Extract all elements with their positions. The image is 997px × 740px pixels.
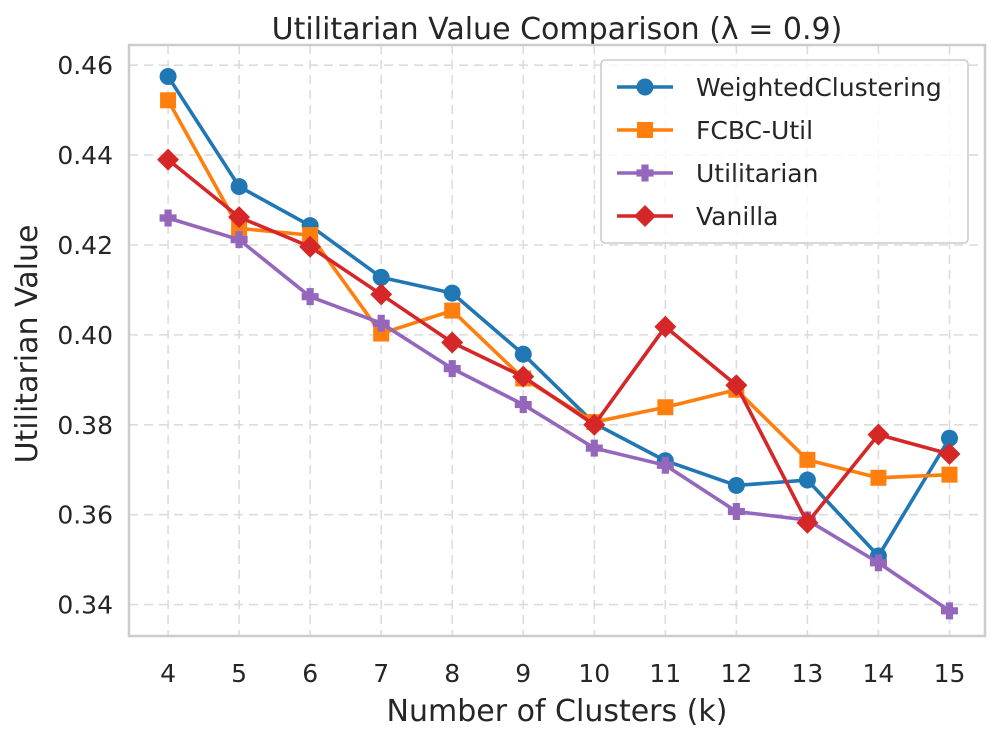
data-point-vanilla [725,374,748,397]
x-tick-label: 5 [231,659,247,688]
x-tick-label: 12 [720,659,752,688]
data-point-weightedclustering [443,284,461,302]
data-point-utilitarian [443,360,461,378]
data-point-weightedclustering [798,471,816,489]
legend-label: Utilitarian [696,159,818,188]
data-point-vanilla [583,413,606,436]
series [157,67,961,620]
legend-marker [636,78,654,96]
legend-marker [634,205,656,227]
legend-label: WeightedClustering [696,73,942,102]
series-utilitarian [159,209,958,620]
plot-area [127,43,987,638]
data-point-weightedclustering [159,67,177,85]
y-tick-label: 0.46 [57,51,113,80]
data-point-fcbc-util [941,466,958,483]
legend-marker [637,122,653,138]
y-axis-label: Utilitarian Value [10,225,45,464]
data-point-utilitarian [514,396,532,414]
data-point-vanilla [796,511,819,534]
series-vanilla [157,148,961,534]
legend-marker [636,164,654,182]
data-point-utilitarian [301,288,319,306]
data-point-fcbc-util [231,220,248,237]
legend-box [600,59,969,244]
data-point-vanilla [654,315,677,338]
data-point-utilitarian [159,209,177,227]
data-point-vanilla [441,331,464,354]
x-tick-label: 4 [160,659,176,688]
chart-title: Utilitarian Value Comparison (λ = 0.9) [272,12,843,47]
y-tick-label: 0.34 [57,591,113,620]
x-tick-label: 6 [302,659,318,688]
legend-label: FCBC-Util [696,116,813,145]
y-tick-label: 0.40 [57,321,113,350]
data-point-vanilla [299,235,322,258]
y-tick-label: 0.36 [57,501,113,530]
data-point-weightedclustering [514,345,532,363]
data-point-utilitarian [727,503,745,521]
data-point-utilitarian [869,554,887,572]
y-axis-ticks: 0.34 0.36 0.38 0.40 0.42 0.44 0.46 [57,51,113,619]
x-tick-label: 9 [515,659,531,688]
data-point-vanilla [228,206,251,229]
legend-item-weightedclustering: WeightedClustering [617,73,942,102]
series-line-weightedclustering [166,74,952,558]
data-point-utilitarian [585,439,603,457]
legend-item-vanilla: Vanilla [617,202,778,231]
data-point-fcbc-util [799,451,816,468]
x-tick-label: 14 [863,659,895,688]
series-line-vanilla [166,157,952,525]
x-tick-label: 8 [444,659,460,688]
data-point-vanilla [938,442,961,465]
x-tick-label: 7 [373,659,389,688]
data-point-utilitarian [656,456,674,474]
x-tick-label: 10 [578,659,610,688]
data-point-fcbc-util [444,302,461,319]
legend-label: Vanilla [696,202,778,231]
data-point-vanilla [157,148,180,171]
x-tick-label: 15 [934,659,966,688]
data-point-vanilla [512,365,535,388]
data-point-vanilla [370,283,393,306]
data-point-utilitarian [372,314,390,332]
data-point-fcbc-util [302,227,319,244]
data-point-fcbc-util [373,325,390,342]
data-point-fcbc-util [160,92,177,109]
x-tick-label: 13 [792,659,824,688]
data-point-fcbc-util [870,469,887,486]
y-tick-label: 0.38 [57,411,113,440]
legend: WeightedClustering FCBC-Util Utilitarian Va… [600,59,969,244]
series-line-utilitarian [166,216,952,613]
data-point-weightedclustering [230,178,248,196]
x-axis-ticks: 4 5 6 7 8 9 10 11 12 13 14 15 [160,659,965,688]
legend-item-utilitarian: Utilitarian [617,159,818,188]
legend-item-fcbc-util: FCBC-Util [617,116,813,145]
data-point-weightedclustering [940,429,958,447]
y-tick-label: 0.44 [57,141,113,170]
data-point-utilitarian [230,231,248,249]
x-axis-label: Number of Clusters (k) [387,694,728,729]
data-point-fcbc-util [657,399,674,416]
data-point-weightedclustering [372,268,390,286]
data-point-weightedclustering [727,476,745,494]
y-tick-label: 0.42 [57,231,113,260]
data-point-vanilla [867,423,890,446]
x-tick-label: 11 [649,659,681,688]
data-point-utilitarian [940,602,958,620]
